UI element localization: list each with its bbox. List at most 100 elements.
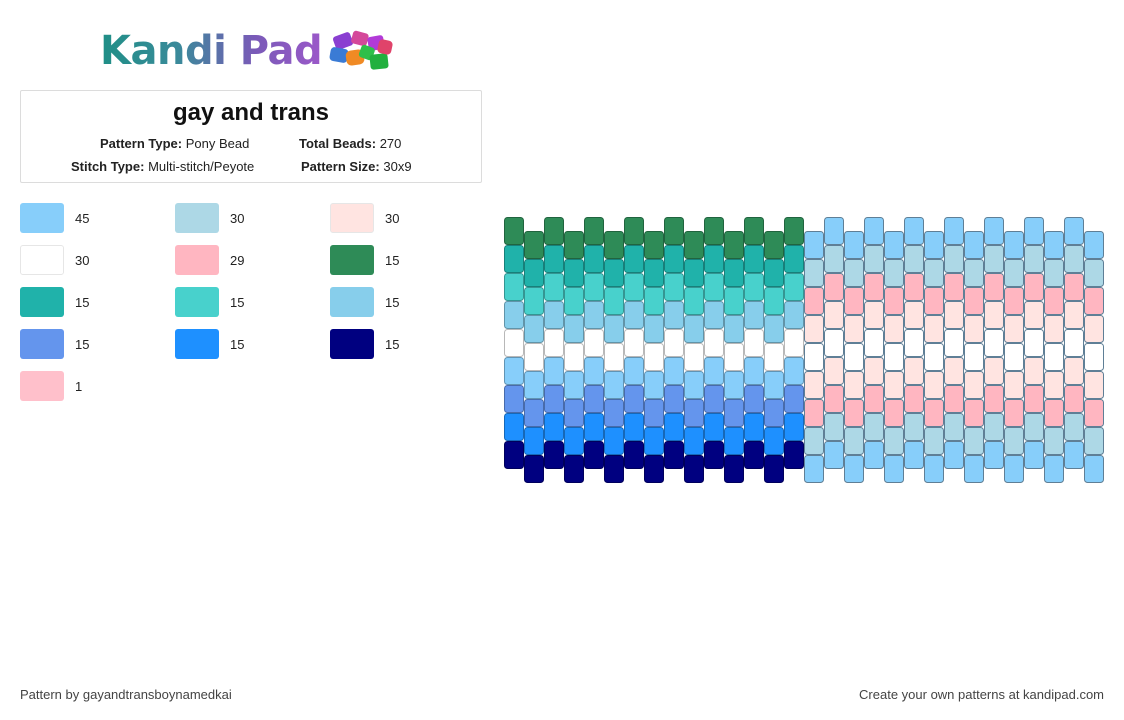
pattern-info-card: gay and trans Pattern Type: Pony Bead To…	[20, 90, 482, 183]
pattern-type-label: Pattern Type:	[100, 136, 183, 151]
bead	[784, 329, 804, 357]
bead	[644, 427, 664, 455]
color-swatch	[20, 371, 64, 401]
bead	[564, 231, 584, 259]
color-swatch	[330, 203, 374, 233]
bead	[984, 273, 1004, 301]
bead	[584, 273, 604, 301]
bead	[944, 357, 964, 385]
bead-count: 30	[75, 252, 90, 268]
bead	[624, 301, 644, 329]
bead	[644, 231, 664, 259]
kandi-pad-logo[interactable]: Kandi Pad	[100, 26, 393, 76]
bead	[904, 301, 924, 329]
bead	[924, 259, 944, 287]
bead	[884, 371, 904, 399]
bead	[1044, 427, 1064, 455]
bead	[1084, 287, 1104, 315]
bead	[1004, 231, 1024, 259]
bead	[1064, 273, 1084, 301]
bead	[924, 455, 944, 483]
bead	[824, 217, 844, 245]
color-swatch	[330, 287, 374, 317]
bead	[764, 231, 784, 259]
color-swatch	[20, 203, 64, 233]
bead	[1044, 231, 1064, 259]
bead	[1004, 287, 1024, 315]
bead	[884, 259, 904, 287]
create-pattern-link[interactable]: Create your own patterns at kandipad.com	[859, 687, 1104, 702]
bead	[844, 343, 864, 371]
bead	[824, 413, 844, 441]
bead	[884, 231, 904, 259]
bead	[744, 413, 764, 441]
bead	[844, 315, 864, 343]
bead	[644, 315, 664, 343]
bead	[984, 301, 1004, 329]
bead	[524, 343, 544, 371]
bead-count: 45	[75, 210, 90, 226]
bead	[984, 245, 1004, 273]
bead	[984, 329, 1004, 357]
bead	[964, 259, 984, 287]
bead	[744, 329, 764, 357]
bead	[664, 329, 684, 357]
bead	[964, 427, 984, 455]
palette-item: 15	[20, 329, 89, 359]
bead	[724, 259, 744, 287]
bead	[664, 413, 684, 441]
bead	[964, 343, 984, 371]
bead	[944, 273, 964, 301]
bead	[884, 343, 904, 371]
color-swatch	[175, 203, 219, 233]
bead	[504, 385, 524, 413]
bead	[504, 245, 524, 273]
bead	[624, 413, 644, 441]
bead	[904, 329, 924, 357]
bead	[844, 371, 864, 399]
bead	[684, 287, 704, 315]
bead	[664, 357, 684, 385]
bead	[604, 259, 624, 287]
bead	[1084, 455, 1104, 483]
bead	[604, 343, 624, 371]
bead	[844, 427, 864, 455]
bead	[624, 357, 644, 385]
bead	[564, 343, 584, 371]
bead	[1064, 329, 1084, 357]
bead	[964, 315, 984, 343]
stitch-type: Stitch Type: Multi-stitch/Peyote	[71, 159, 254, 174]
bead	[944, 413, 964, 441]
color-swatch	[175, 287, 219, 317]
bead	[924, 343, 944, 371]
bead	[544, 273, 564, 301]
bead	[724, 287, 744, 315]
bead	[884, 427, 904, 455]
bead	[724, 371, 744, 399]
bead	[684, 315, 704, 343]
bead	[504, 273, 524, 301]
bead	[1004, 315, 1024, 343]
palette-item: 45	[20, 203, 89, 233]
bead	[544, 329, 564, 357]
bead	[744, 385, 764, 413]
bead	[764, 315, 784, 343]
bead	[844, 231, 864, 259]
bead	[904, 217, 924, 245]
bead	[884, 455, 904, 483]
bead	[1004, 259, 1024, 287]
bead-count: 15	[385, 252, 400, 268]
bead	[1064, 301, 1084, 329]
bead	[904, 413, 924, 441]
bead	[644, 399, 664, 427]
pattern-size-label: Pattern Size:	[301, 159, 380, 174]
bead	[744, 441, 764, 469]
bead	[864, 385, 884, 413]
bead	[684, 427, 704, 455]
bead	[584, 329, 604, 357]
bead	[624, 273, 644, 301]
bead	[804, 343, 824, 371]
bead	[924, 399, 944, 427]
bead	[724, 455, 744, 483]
color-swatch	[20, 287, 64, 317]
